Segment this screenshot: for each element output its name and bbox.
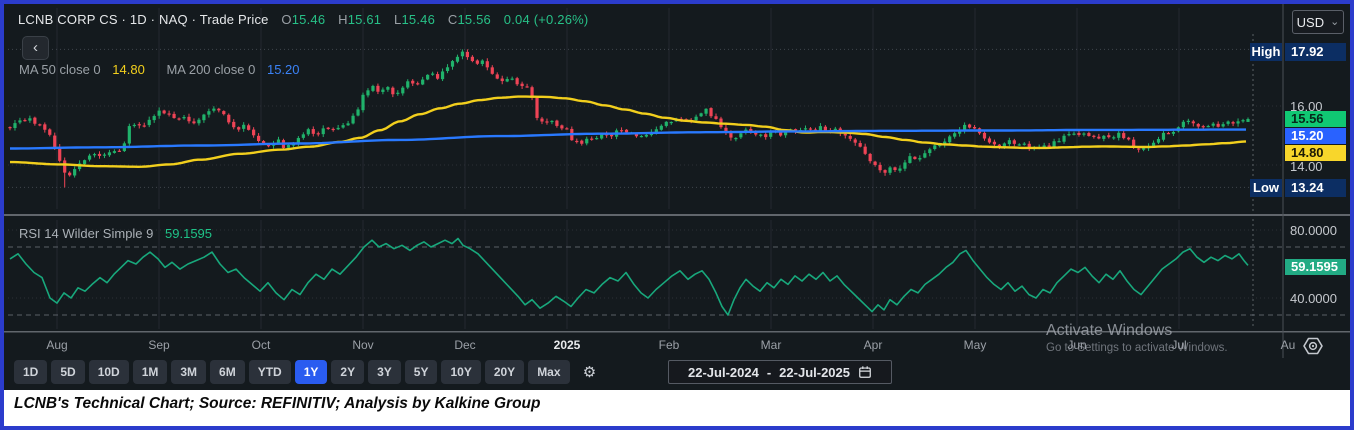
high-tag: High (1250, 43, 1282, 61)
time-axis-label-jul: Jul (1171, 338, 1187, 352)
ma200-badge: 15.20 (1285, 128, 1346, 144)
time-axis-label-nov: Nov (352, 338, 374, 352)
range-button-3m[interactable]: 3M (171, 360, 207, 384)
currency-label: USD (1296, 14, 1325, 30)
open-key: O (281, 12, 292, 27)
time-axis[interactable]: Aug Sep Oct Nov Dec 2025 Feb Mar Apr May Jun Jul Au (4, 333, 1350, 358)
axis-grid-14: 14.00 (1290, 159, 1323, 174)
low-value: 15.46 (401, 12, 436, 27)
time-axis-label-jun: Jun (1067, 338, 1087, 352)
time-axis-label-mar: Mar (760, 338, 782, 352)
range-settings-gear-icon[interactable]: ⚙ (574, 360, 606, 384)
rsi-current-badge: 59.1595 (1285, 259, 1346, 275)
time-axis-label-apr: Apr (863, 338, 883, 352)
range-button-1m[interactable]: 1M (132, 360, 168, 384)
range-button-6m[interactable]: 6M (210, 360, 245, 384)
date-separator: - (766, 364, 772, 380)
high-axis-value: 17.92 (1285, 43, 1346, 61)
date-range-picker[interactable]: 22-Jul-2024 - 22-Jul-2025 (668, 360, 892, 384)
range-button-3y[interactable]: 3Y (368, 360, 401, 384)
low-key: L (394, 12, 402, 27)
rsi-legend: RSI 14 Wilder Simple 9 59.1595 (19, 226, 212, 241)
last-price-badge: 15.56 (1285, 111, 1346, 127)
time-axis-label-may: May (963, 338, 987, 352)
instrument-header: LCNB CORP CS · 1D · NAQ · Trade Price O1… (18, 12, 588, 30)
time-axis-label-sep: Sep (148, 338, 170, 352)
ma50-badge: 14.80 (1285, 145, 1346, 161)
time-axis-label-oct: Oct (251, 338, 271, 352)
rsi-axis-80: 80.0000 (1290, 223, 1337, 238)
chart-caption: LCNB's Technical Chart; Source: REFINITI… (14, 395, 541, 412)
range-button-10y[interactable]: 10Y (441, 360, 481, 384)
range-button-5y[interactable]: 5Y (404, 360, 438, 384)
chevron-down-icon: ⌄ (1330, 16, 1340, 28)
close-key: C (447, 12, 458, 27)
chart-canvas[interactable] (4, 4, 1350, 390)
axis-grid-16: 16.00 (1290, 99, 1323, 114)
ma200-value: 15.20 (266, 62, 300, 77)
range-button-10d[interactable]: 10D (88, 360, 129, 384)
currency-dropdown[interactable]: USD ⌄ (1292, 10, 1344, 34)
open-value: 15.46 (291, 12, 326, 27)
range-button-20y[interactable]: 20Y (484, 360, 525, 384)
ma50-label: MA 50 close 0 (19, 62, 101, 77)
ma-legend: MA 50 close 0 14.80 MA 200 close 0 15.20 (19, 62, 300, 77)
range-toolbar: 1D 5D 10D 1M 3M 6M YTD 1Y 2Y 3Y 5Y 10Y 20Y Max ⚙ (14, 360, 606, 384)
time-axis-label-au: Au (1280, 338, 1296, 352)
hexagon-target-icon (1303, 337, 1323, 355)
trading-chart-app: LCNB CORP CS · 1D · NAQ · Trade Price O1… (4, 4, 1350, 390)
rsi-axis-40: 40.0000 (1290, 291, 1337, 306)
high-value: 15.61 (347, 12, 382, 27)
ma50-value: 14.80 (112, 62, 145, 77)
time-axis-label-aug: Aug (46, 338, 68, 352)
ma200-label: MA 200 close 0 (166, 62, 256, 77)
instrument-title: LCNB CORP CS · 1D · NAQ · Trade Price (18, 12, 269, 27)
range-button-5d[interactable]: 5D (51, 360, 85, 384)
time-axis-label-2025: 2025 (553, 338, 581, 352)
rsi-value: 59.1595 (165, 226, 213, 241)
close-value: 15.56 (457, 12, 491, 27)
range-button-ytd[interactable]: YTD (248, 360, 291, 384)
calendar-icon (859, 366, 871, 378)
time-axis-label-dec: Dec (454, 338, 476, 352)
date-to: 22-Jul-2025 (779, 364, 850, 380)
range-button-2y[interactable]: 2Y (331, 360, 365, 384)
chevron-left-icon: ‹ (33, 39, 38, 56)
scroll-to-latest-button[interactable] (1299, 334, 1327, 358)
rsi-label: RSI 14 Wilder Simple 9 (19, 226, 154, 241)
range-button-max[interactable]: Max (528, 360, 570, 384)
low-axis-value: 13.24 (1285, 179, 1346, 197)
date-from: 22-Jul-2024 (688, 364, 759, 380)
range-button-1y[interactable]: 1Y (294, 360, 328, 384)
time-axis-label-feb: Feb (658, 338, 680, 352)
range-button-1d[interactable]: 1D (14, 360, 48, 384)
change-value: 0.04 (+0.26%) (503, 12, 589, 27)
low-tag: Low (1250, 179, 1282, 197)
back-button[interactable]: ‹ (22, 36, 49, 60)
high-key: H (338, 12, 348, 27)
